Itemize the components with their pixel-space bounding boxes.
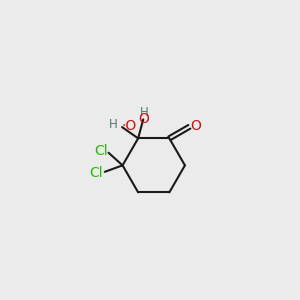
Text: Cl: Cl	[94, 144, 107, 158]
Text: H: H	[140, 106, 148, 119]
Text: ·O: ·O	[122, 119, 136, 134]
Text: H: H	[109, 118, 118, 131]
Text: O: O	[139, 112, 149, 126]
Text: Cl: Cl	[90, 166, 103, 180]
Text: O: O	[190, 119, 201, 133]
